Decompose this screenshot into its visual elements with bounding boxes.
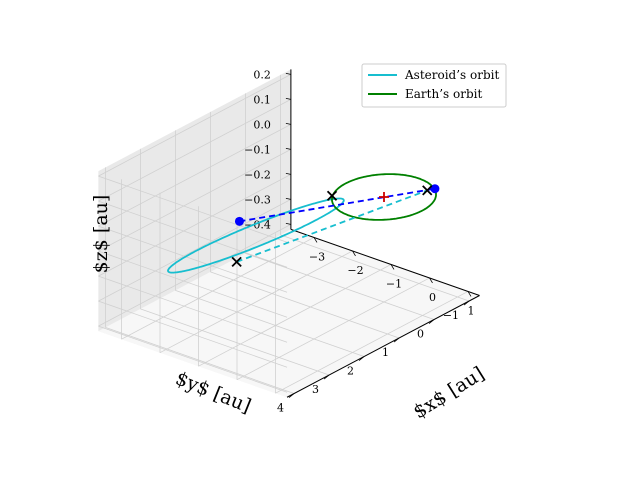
y-tick-label-4: 3 bbox=[312, 383, 319, 396]
grid-y-floor-1 bbox=[245, 253, 435, 320]
grid-z-side-1 bbox=[98, 198, 292, 302]
grid-lines bbox=[98, 73, 470, 394]
z-tick-mark-4 bbox=[285, 122, 291, 125]
x-tick-label-1: −2 bbox=[347, 264, 363, 277]
grid-z-back-0 bbox=[98, 325, 288, 393]
grid-z-back-5 bbox=[98, 200, 288, 268]
y-tick-mark-0 bbox=[463, 300, 470, 306]
grid-x-floor-0 bbox=[121, 237, 315, 340]
tick-labels: −3 −2 −1 0 1 −1 0 1 2 3 4 −0.4 −0.3 −0.2 −0.1 0.0 0.1 0.2 bbox=[244, 68, 474, 414]
legend-box bbox=[361, 63, 507, 108]
z-axis-label-var: $z$ [au] bbox=[90, 195, 112, 274]
grid-z-back-3 bbox=[98, 250, 288, 318]
grid-z-back-6 bbox=[98, 175, 288, 243]
marker-node-x-3 bbox=[231, 256, 242, 268]
grid-x-floor-2 bbox=[198, 264, 392, 367]
marker-node-x-1 bbox=[326, 190, 338, 201]
grid-y-floor-5 bbox=[105, 327, 295, 394]
y-tick-label-5: 4 bbox=[277, 402, 284, 415]
grid-x-floor-1 bbox=[159, 250, 353, 354]
x-axis-label: $x$ [au] bbox=[409, 363, 488, 424]
marker-asteroid-position bbox=[234, 216, 244, 226]
connector-lines bbox=[236, 187, 436, 263]
x-tick-mark-2 bbox=[390, 264, 395, 270]
y-tick-label-1: 0 bbox=[417, 328, 424, 341]
z-tick-mark-6 bbox=[285, 72, 291, 75]
x-tick-label-0: −3 bbox=[309, 250, 325, 263]
marker-earth-position bbox=[430, 184, 440, 194]
x-tick-label-3: 0 bbox=[429, 291, 436, 304]
z-tick-mark-1 bbox=[285, 197, 291, 200]
z-tick-label-6: 0.2 bbox=[253, 68, 271, 81]
marker-node-x-3-b bbox=[231, 256, 242, 268]
x-tick-mark-0 bbox=[313, 237, 318, 243]
x-tick-mark-3 bbox=[429, 277, 433, 284]
y-tick-mark-1 bbox=[428, 319, 435, 324]
y-tick-mark-3 bbox=[358, 356, 365, 361]
connector-1 bbox=[236, 189, 428, 263]
z-tick-label-5: 0.1 bbox=[253, 93, 271, 106]
z-tick-label-0: −0.4 bbox=[244, 218, 271, 231]
grid-x-floor-4 bbox=[275, 291, 469, 394]
grid-z-side-0 bbox=[98, 223, 292, 327]
legend-label-earth: Earth’s orbit bbox=[405, 87, 482, 101]
x-axis-label-var: $x$ [au] bbox=[409, 363, 488, 424]
grid-z-side-3 bbox=[98, 148, 292, 252]
grid-y-floor-2 bbox=[210, 271, 400, 339]
y-tick-mark-2 bbox=[393, 337, 400, 343]
z-tick-label-2: −0.2 bbox=[244, 168, 271, 181]
grid-z-side-4 bbox=[98, 123, 292, 227]
marker-node-x-2 bbox=[422, 185, 433, 196]
x-tick-mark-1 bbox=[352, 250, 356, 257]
grid-z-side-5 bbox=[98, 98, 292, 202]
point-markers bbox=[231, 184, 440, 268]
grid-z-side-2 bbox=[98, 173, 292, 277]
y-tick-label-0: −1 bbox=[443, 309, 459, 322]
grid-z-back-2 bbox=[98, 275, 288, 343]
y-tick-mark-4 bbox=[323, 374, 330, 380]
grid-y-floor-0 bbox=[280, 234, 470, 302]
y-tick-label-2: 1 bbox=[382, 346, 389, 359]
z-tick-label-1: −0.3 bbox=[244, 193, 271, 206]
z-tick-mark-5 bbox=[285, 97, 291, 100]
z-tick-label-4: 0.0 bbox=[253, 118, 271, 131]
x-axis-line bbox=[290, 228, 480, 296]
y-axis-line bbox=[286, 295, 480, 398]
legend: Asteroid’s orbit Earth’s orbit bbox=[361, 63, 507, 108]
grid-z-back-4 bbox=[98, 225, 288, 293]
marker-sun bbox=[379, 192, 389, 202]
grid-z-back-1 bbox=[98, 300, 288, 368]
x-tick-mark-4 bbox=[467, 291, 472, 297]
marker-node-x-1-b bbox=[326, 190, 338, 201]
grid-x-floor-3 bbox=[236, 277, 430, 381]
orbit-series-0 bbox=[167, 197, 345, 274]
z-axis-label: $z$ [au] bbox=[90, 195, 112, 274]
z-tick-label-3: −0.1 bbox=[244, 143, 271, 156]
y-tick-label-3: 2 bbox=[347, 365, 354, 378]
connector-0 bbox=[239, 187, 436, 223]
y-tick-mark-5 bbox=[288, 393, 295, 398]
x-tick-label-4: 1 bbox=[468, 304, 475, 317]
z-tick-mark-2 bbox=[285, 172, 291, 175]
grid-z-side-6 bbox=[98, 73, 292, 177]
grid-y-floor-3 bbox=[175, 290, 365, 357]
grid-y-floor-4 bbox=[140, 308, 330, 376]
z-tick-mark-3 bbox=[285, 147, 291, 150]
legend-label-asteroid: Asteroid’s orbit bbox=[404, 68, 499, 82]
x-tick-label-2: −1 bbox=[386, 277, 402, 290]
marker-node-x-2-b bbox=[422, 185, 433, 196]
z-tick-mark-0 bbox=[285, 222, 291, 225]
